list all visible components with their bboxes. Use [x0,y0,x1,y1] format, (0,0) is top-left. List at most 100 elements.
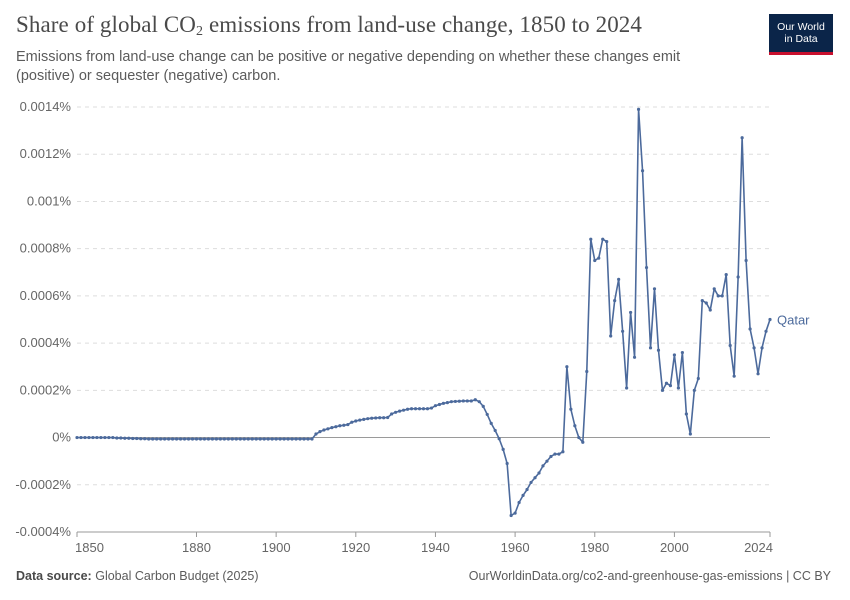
title-suffix: emissions from land-use change, 1850 to … [203,12,643,37]
data-point [629,310,633,315]
data-point [322,428,326,432]
data-point [290,437,294,441]
y-tick-label: 0.0008% [20,241,72,256]
x-tick-label: 1920 [341,540,370,555]
source-value[interactable]: Global Carbon Budget (2025) [95,569,259,583]
data-point [748,327,752,331]
data-point [386,415,390,420]
x-tick-label: 1880 [182,540,211,555]
data-point [190,437,195,441]
data-point [549,454,553,459]
data-point [95,435,99,440]
data-point [186,437,191,441]
data-point [286,437,290,441]
data-point [413,407,418,411]
data-point [565,365,569,369]
data-point [79,435,83,440]
grid-lines [77,106,770,533]
data-point [493,428,497,433]
data-point [533,476,537,480]
data-point [537,471,541,475]
data-point [760,346,764,350]
data-point [210,437,215,441]
x-axis: 1850 1880 1900 1920 1940 1960 1980 2000 2024 [75,531,773,555]
data-point [91,435,95,440]
data-point [768,317,772,322]
data-point [318,430,322,434]
data-point [573,424,577,428]
data-point [485,412,489,417]
data-point [115,436,119,440]
data-point [230,437,234,441]
data-point [740,136,744,140]
data-point [401,408,406,412]
x-tick-label: 1940 [421,540,450,555]
data-point [254,437,258,441]
data-point [103,435,107,440]
data-point [302,437,306,441]
data-point [266,437,270,441]
data-point [513,511,517,515]
data-point [167,437,171,441]
data-point [481,404,485,408]
logo-line2: in Data [784,33,818,45]
y-tick-label: 0.0012% [20,146,72,161]
data-point [425,407,430,411]
data-point [282,437,286,441]
data-point [417,407,422,411]
data-point [163,437,167,441]
data-point [238,437,242,441]
data-point [704,301,708,305]
data-point [198,437,203,441]
data-point [75,435,79,440]
data-point [752,346,756,350]
series-group: Qatar [75,107,810,518]
x-tick-label: 1850 [75,540,104,555]
data-point [621,329,625,333]
data-point [517,500,521,505]
data-point [589,237,593,241]
data-point [736,275,740,279]
data-point [258,437,262,441]
data-point [159,437,163,441]
data-point [477,400,481,404]
data-point [378,416,382,420]
title-subscript: 2 [196,24,204,39]
data-point [668,384,673,388]
data-point [370,416,374,420]
data-point [505,461,509,466]
data-point [226,437,230,441]
y-tick-label: 0.0002% [20,382,72,397]
data-point [625,386,629,390]
data-point [294,437,298,441]
data-point [601,237,605,241]
data-point [310,437,314,441]
footer-link[interactable]: OurWorldinData.org/co2-and-greenhouse-ga… [468,569,831,583]
data-point [529,480,533,485]
data-point [178,437,183,441]
data-point [123,436,127,440]
data-point [692,388,696,392]
data-point [405,407,410,411]
series-line-qatar [77,108,771,517]
data-point [720,294,724,298]
data-point [577,435,581,440]
data-point [597,256,601,260]
data-point [366,417,370,421]
data-point [664,381,669,385]
y-axis-tick-labels: -0.0004% -0.0002% 0% 0.0002% 0.0004% 0.0006% 0… [15,99,71,539]
data-point [688,432,692,436]
data-point [648,346,653,350]
data-point [330,426,334,430]
owid-logo[interactable]: Our World in Data [769,14,833,55]
data-point [437,402,442,407]
data-point [306,437,310,441]
data-point [696,376,700,381]
data-point [127,436,131,440]
data-point [394,410,398,414]
data-point [656,348,661,352]
data-point [545,459,549,463]
data-point [680,350,684,355]
data-point [700,299,704,303]
data-point [728,343,732,348]
